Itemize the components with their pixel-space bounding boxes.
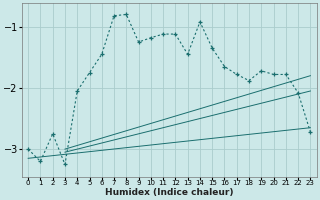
X-axis label: Humidex (Indice chaleur): Humidex (Indice chaleur) [105, 188, 234, 197]
